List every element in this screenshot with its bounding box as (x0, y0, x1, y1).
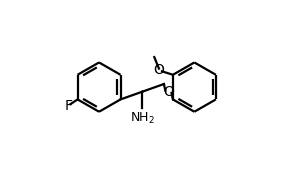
Text: F: F (64, 99, 72, 113)
Text: NH$_2$: NH$_2$ (130, 111, 155, 126)
Text: O: O (163, 85, 174, 99)
Text: O: O (154, 63, 164, 77)
